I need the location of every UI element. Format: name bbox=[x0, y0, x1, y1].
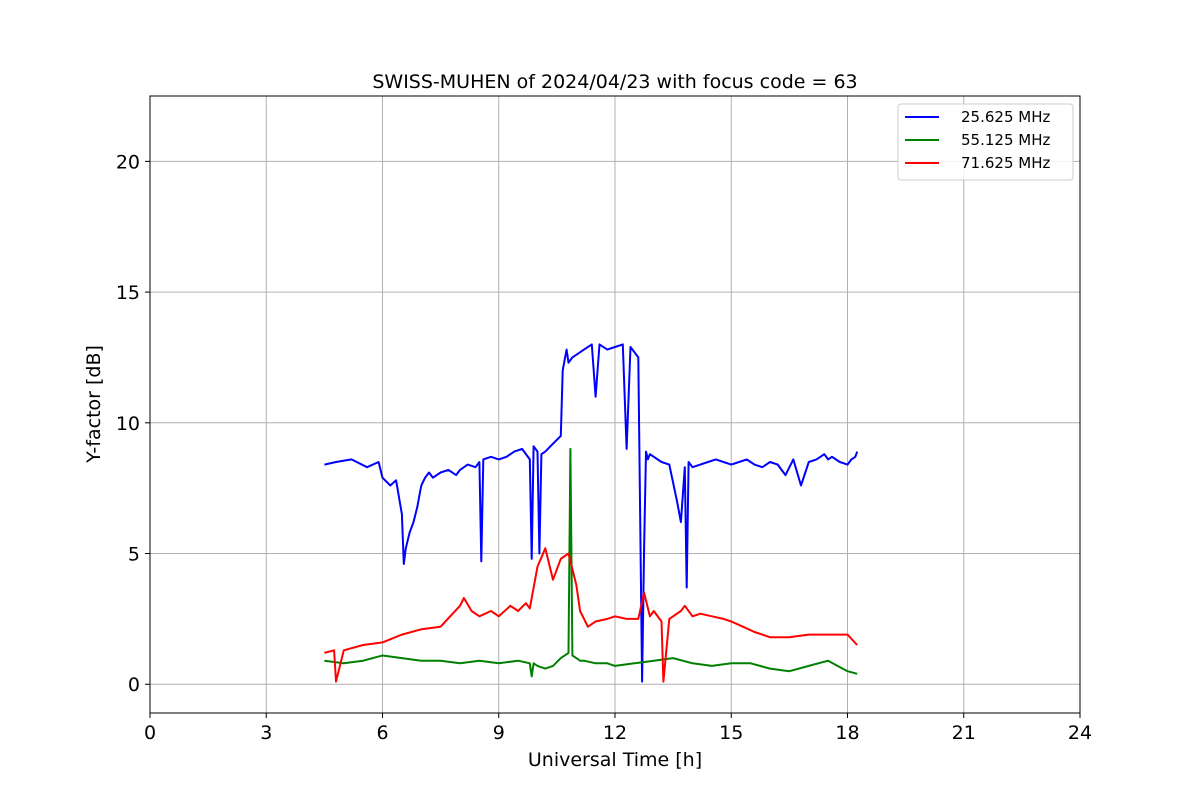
x-tick-label: 15 bbox=[719, 722, 743, 744]
series-line-2 bbox=[324, 447, 858, 678]
x-tick-label: 9 bbox=[493, 722, 505, 744]
y-axis-label: Y-factor [dB] bbox=[83, 345, 105, 464]
x-tick-label: 6 bbox=[376, 722, 388, 744]
y-tick-label: 20 bbox=[116, 151, 140, 173]
chart-title: SWISS-MUHEN of 2024/04/23 with focus cod… bbox=[372, 71, 857, 93]
x-tick-label: 12 bbox=[603, 722, 627, 744]
legend-label-1: 25.625 MHz bbox=[961, 108, 1050, 126]
legend-box bbox=[897, 103, 1074, 181]
x-tick-label: 0 bbox=[144, 722, 156, 744]
legend-label-2: 55.125 MHz bbox=[961, 131, 1050, 149]
x-axis-label: Universal Time [h] bbox=[528, 749, 702, 771]
x-tick-label: 18 bbox=[835, 722, 859, 744]
series-layer bbox=[324, 343, 859, 683]
x-tick-label: 24 bbox=[1068, 722, 1092, 744]
legend: 25.625 MHz 55.125 MHz 71.625 MHz bbox=[897, 103, 1074, 181]
x-tick-label: 3 bbox=[260, 722, 272, 744]
series-line-1 bbox=[324, 343, 859, 683]
legend-label-3: 71.625 MHz bbox=[961, 154, 1050, 172]
series-line-3 bbox=[324, 547, 858, 683]
y-tick-label: 15 bbox=[116, 282, 140, 304]
x-tick-label: 21 bbox=[952, 722, 976, 744]
y-tick-label: 10 bbox=[116, 413, 140, 435]
y-tick-label: 5 bbox=[128, 544, 140, 566]
y-tick-label: 0 bbox=[128, 674, 140, 696]
axis-ticks: 0 3 6 9 12 15 18 21 24 0 5 10 15 20 bbox=[116, 151, 1092, 744]
